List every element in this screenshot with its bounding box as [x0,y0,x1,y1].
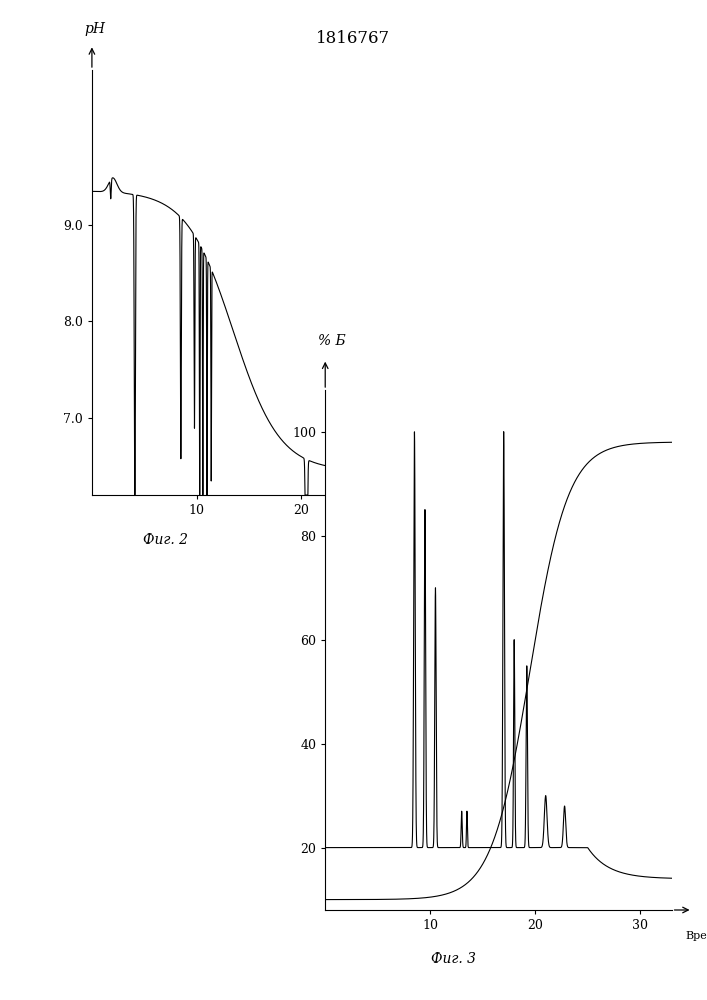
Text: Время,мин: Время,мин [686,931,707,941]
Text: Фиг. 2: Фиг. 2 [143,533,187,547]
Text: Время,мин: Время,мин [364,512,428,522]
Text: 1816767: 1816767 [317,30,390,47]
Text: Фиг. 3: Фиг. 3 [431,952,476,966]
Text: % Б: % Б [318,334,346,348]
Text: pH: pH [84,22,105,36]
